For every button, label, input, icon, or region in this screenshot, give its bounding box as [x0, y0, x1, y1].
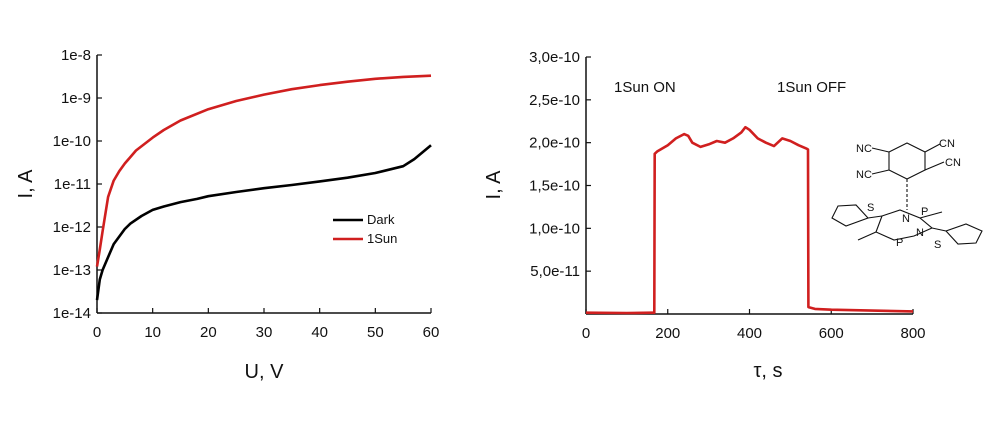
x-tick-label: 10 — [144, 324, 161, 341]
legend-1sun-label: 1Sun — [367, 231, 397, 246]
series-line-photocurrent — [585, 125, 914, 315]
x-tick-label: 0 — [93, 324, 101, 341]
y-tick-label: 1e-13 — [53, 262, 91, 279]
series-line-dark — [95, 144, 432, 301]
benzene-ring — [888, 142, 926, 180]
left-y-axis-label: I, A — [15, 169, 37, 199]
y-tick-label: 1e-14 — [53, 305, 91, 322]
thiophene-right — [945, 223, 983, 245]
molecular-structure — [831, 142, 983, 245]
x-tick-label: 40 — [311, 324, 328, 341]
y-tick-label: 1e-9 — [61, 90, 91, 107]
y-tick-label: 1e-10 — [53, 133, 91, 150]
y-tick-label: 1e-8 — [61, 47, 91, 64]
x-tick-label: 800 — [900, 325, 925, 342]
right-y-axis-label: I, A — [483, 170, 505, 200]
y-tick-label: 3,0e-10 — [529, 49, 580, 66]
left-x-axis-label: U, V — [245, 361, 285, 383]
y-tick-label: 5,0e-11 — [530, 263, 580, 280]
y-tick-label: 1,5e-10 — [529, 178, 580, 195]
right-x-axis-label: τ, s — [753, 360, 782, 382]
s-label-2: S — [934, 239, 941, 251]
n-label-1: N — [902, 213, 910, 225]
cn-label-2: CN — [939, 138, 955, 150]
thiophene-left — [831, 204, 869, 227]
y-tick-label: 1e-11 — [54, 176, 91, 193]
legend-dark-label: Dark — [367, 212, 395, 227]
cn-label-4: CN — [945, 157, 961, 169]
p-label-1: P — [921, 206, 928, 218]
s-label-1: S — [867, 202, 874, 214]
y-tick-label: 2,0e-10 — [529, 135, 580, 152]
y-tick-label: 1e-12 — [53, 219, 91, 236]
molecular-structure-labels: NC CN NC CN S S N N P P — [856, 138, 961, 251]
x-tick-label: 30 — [256, 324, 273, 341]
photocurrent-chart: 0 200 400 600 800 5,0e-11 1,0e-10 1,5e-10 2,0e-1… — [483, 49, 926, 382]
x-tick-label: 50 — [367, 324, 384, 341]
diazaphosphole-ring — [875, 209, 934, 241]
n-label-2: N — [916, 227, 924, 239]
y-tick-label: 2,5e-10 — [529, 92, 580, 109]
x-tick-label: 0 — [582, 325, 590, 342]
x-tick-label: 600 — [819, 325, 844, 342]
x-tick-label: 60 — [423, 324, 440, 341]
x-tick-label: 200 — [655, 325, 680, 342]
annotation-sun-on: 1Sun ON — [614, 79, 676, 96]
cn-label-3: NC — [856, 169, 872, 181]
cn-label-1: NC — [856, 143, 872, 155]
iv-chart: 0 10 20 30 40 50 60 1e-14 1e-13 1e-12 1e-11 1e-10 1e… — [15, 47, 439, 383]
x-tick-label: 400 — [737, 325, 762, 342]
left-legend: Dark 1Sun — [333, 212, 397, 246]
annotation-sun-off: 1Sun OFF — [777, 79, 846, 96]
p-label-2: P — [896, 237, 903, 249]
y-tick-label: 1,0e-10 — [529, 220, 580, 237]
series-line-1sun — [95, 74, 432, 267]
x-tick-label: 20 — [200, 324, 217, 341]
